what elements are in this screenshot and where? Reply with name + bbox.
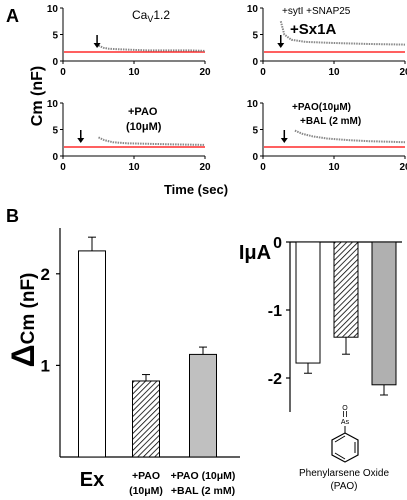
y-tick-label: 10 [247, 4, 259, 15]
current-bar-chart: IμA 0 -1 -2 [239, 235, 402, 412]
ring-bond-inner-3 [334, 452, 346, 460]
bar [189, 353, 217, 458]
category-label: Ex [80, 469, 104, 491]
y-tick-label: -1 [268, 303, 282, 320]
capacitance-trace [294, 129, 406, 144]
y-tick-label: 5 [52, 31, 58, 42]
y-tick-label: 0 [52, 152, 58, 163]
x-tick-label: 0 [60, 67, 66, 78]
bar [371, 241, 397, 386]
x-tick-label: 0 [260, 162, 266, 173]
y-tick-label: 0 [273, 235, 282, 252]
y-tick-label: 10 [247, 99, 259, 110]
subplot-title: +PAO [128, 106, 158, 118]
compound-abbr: (PAO) [330, 481, 357, 492]
panel-a-xlabel: Time (sec) [164, 182, 228, 197]
x-tick-label: 0 [60, 162, 66, 173]
subplot-title: CaV1.2 [132, 8, 170, 24]
capacitance-trace [279, 21, 406, 46]
y-tick-label: 5 [252, 31, 258, 42]
stimulus-arrowhead [93, 42, 101, 48]
capacitance-trace [98, 136, 206, 146]
category-label: +PAO (10μM) [171, 470, 236, 482]
y-tick-label: 0 [52, 57, 58, 68]
trace-subplot-4: 0 5 10 0 10 20 +PAO(10μM) +BAL (2 mM) [247, 99, 407, 173]
atom-o: O [342, 405, 348, 412]
panel-a-traces: 0 5 10 0 10 20 CaV1.2 0 5 10 0 10 20 +sytI +SNAP25 +Sx… [47, 4, 407, 173]
bar [78, 250, 106, 458]
x-tick-label: 10 [128, 67, 140, 78]
y-tick-label: 10 [47, 99, 59, 110]
y-tick-label: 5 [52, 126, 58, 137]
x-tick-label: 10 [328, 162, 340, 173]
y-tick-label: 0 [252, 152, 258, 163]
benzene-ring [331, 432, 359, 463]
x-tick-label: 20 [399, 67, 407, 78]
x-tick-label: 20 [399, 162, 407, 173]
subplot-title: +sytI +SNAP25 [282, 6, 351, 17]
panel-a-ylabel: Cm (nF) [29, 66, 46, 126]
x-tick-label: 20 [199, 162, 211, 173]
category-label: (10μM) [129, 485, 163, 497]
x-tick-label: 10 [328, 67, 340, 78]
current-ylabel: IμA [239, 242, 271, 264]
subplot-title-line-2: +BAL (2 mM) [300, 116, 361, 127]
stimulus-arrowhead [280, 137, 288, 143]
y-tick-label: 1 [41, 356, 50, 375]
panel-label-a: A [6, 6, 19, 26]
stimulus-arrowhead [77, 137, 85, 143]
y-tick-label: 2 [41, 265, 50, 284]
category-label: +PAO [132, 470, 160, 482]
y-tick-label: 0 [252, 57, 258, 68]
x-tick-label: 0 [260, 67, 266, 78]
bar [295, 241, 321, 364]
compound-name: Phenylarsene Oxide [299, 468, 389, 479]
subplot-title: +PAO(10μM) [292, 102, 351, 113]
atom-as: As [341, 419, 350, 426]
category-label: +BAL (2 mM) [171, 485, 235, 497]
x-tick-label: 20 [199, 67, 211, 78]
y-tick-label: 5 [252, 126, 258, 137]
panel-label-b: B [6, 206, 19, 226]
stimulus-arrowhead [277, 42, 285, 48]
delta-cm-bar-chart: ΔCm (nF) 2 1 Ex +PAO (10μM) +PAO (10μM) +BAL (… [5, 228, 240, 497]
delta-cm-ylabel: ΔCm (nF) [5, 273, 41, 368]
capacitance-trace [98, 44, 206, 52]
ring-bond-inner-1 [334, 435, 346, 443]
subplot-title-line-2: +Sx1A [290, 21, 336, 38]
pao-structure: As O Phenylarsene Oxide (PAO) [299, 405, 389, 492]
bar [333, 241, 359, 338]
trace-subplot-2: 0 5 10 0 10 20 +sytI +SNAP25 +Sx1A [247, 4, 407, 78]
x-tick-label: 10 [128, 162, 140, 173]
subplot-title-line-2: (10μM) [126, 121, 162, 133]
trace-subplot-3: 0 5 10 0 10 20 +PAO (10μM) [47, 99, 211, 173]
bar [132, 380, 160, 458]
y-tick-label: -2 [268, 371, 282, 388]
y-tick-label: 10 [47, 4, 59, 15]
trace-subplot-1: 0 5 10 0 10 20 CaV1.2 [47, 4, 211, 78]
